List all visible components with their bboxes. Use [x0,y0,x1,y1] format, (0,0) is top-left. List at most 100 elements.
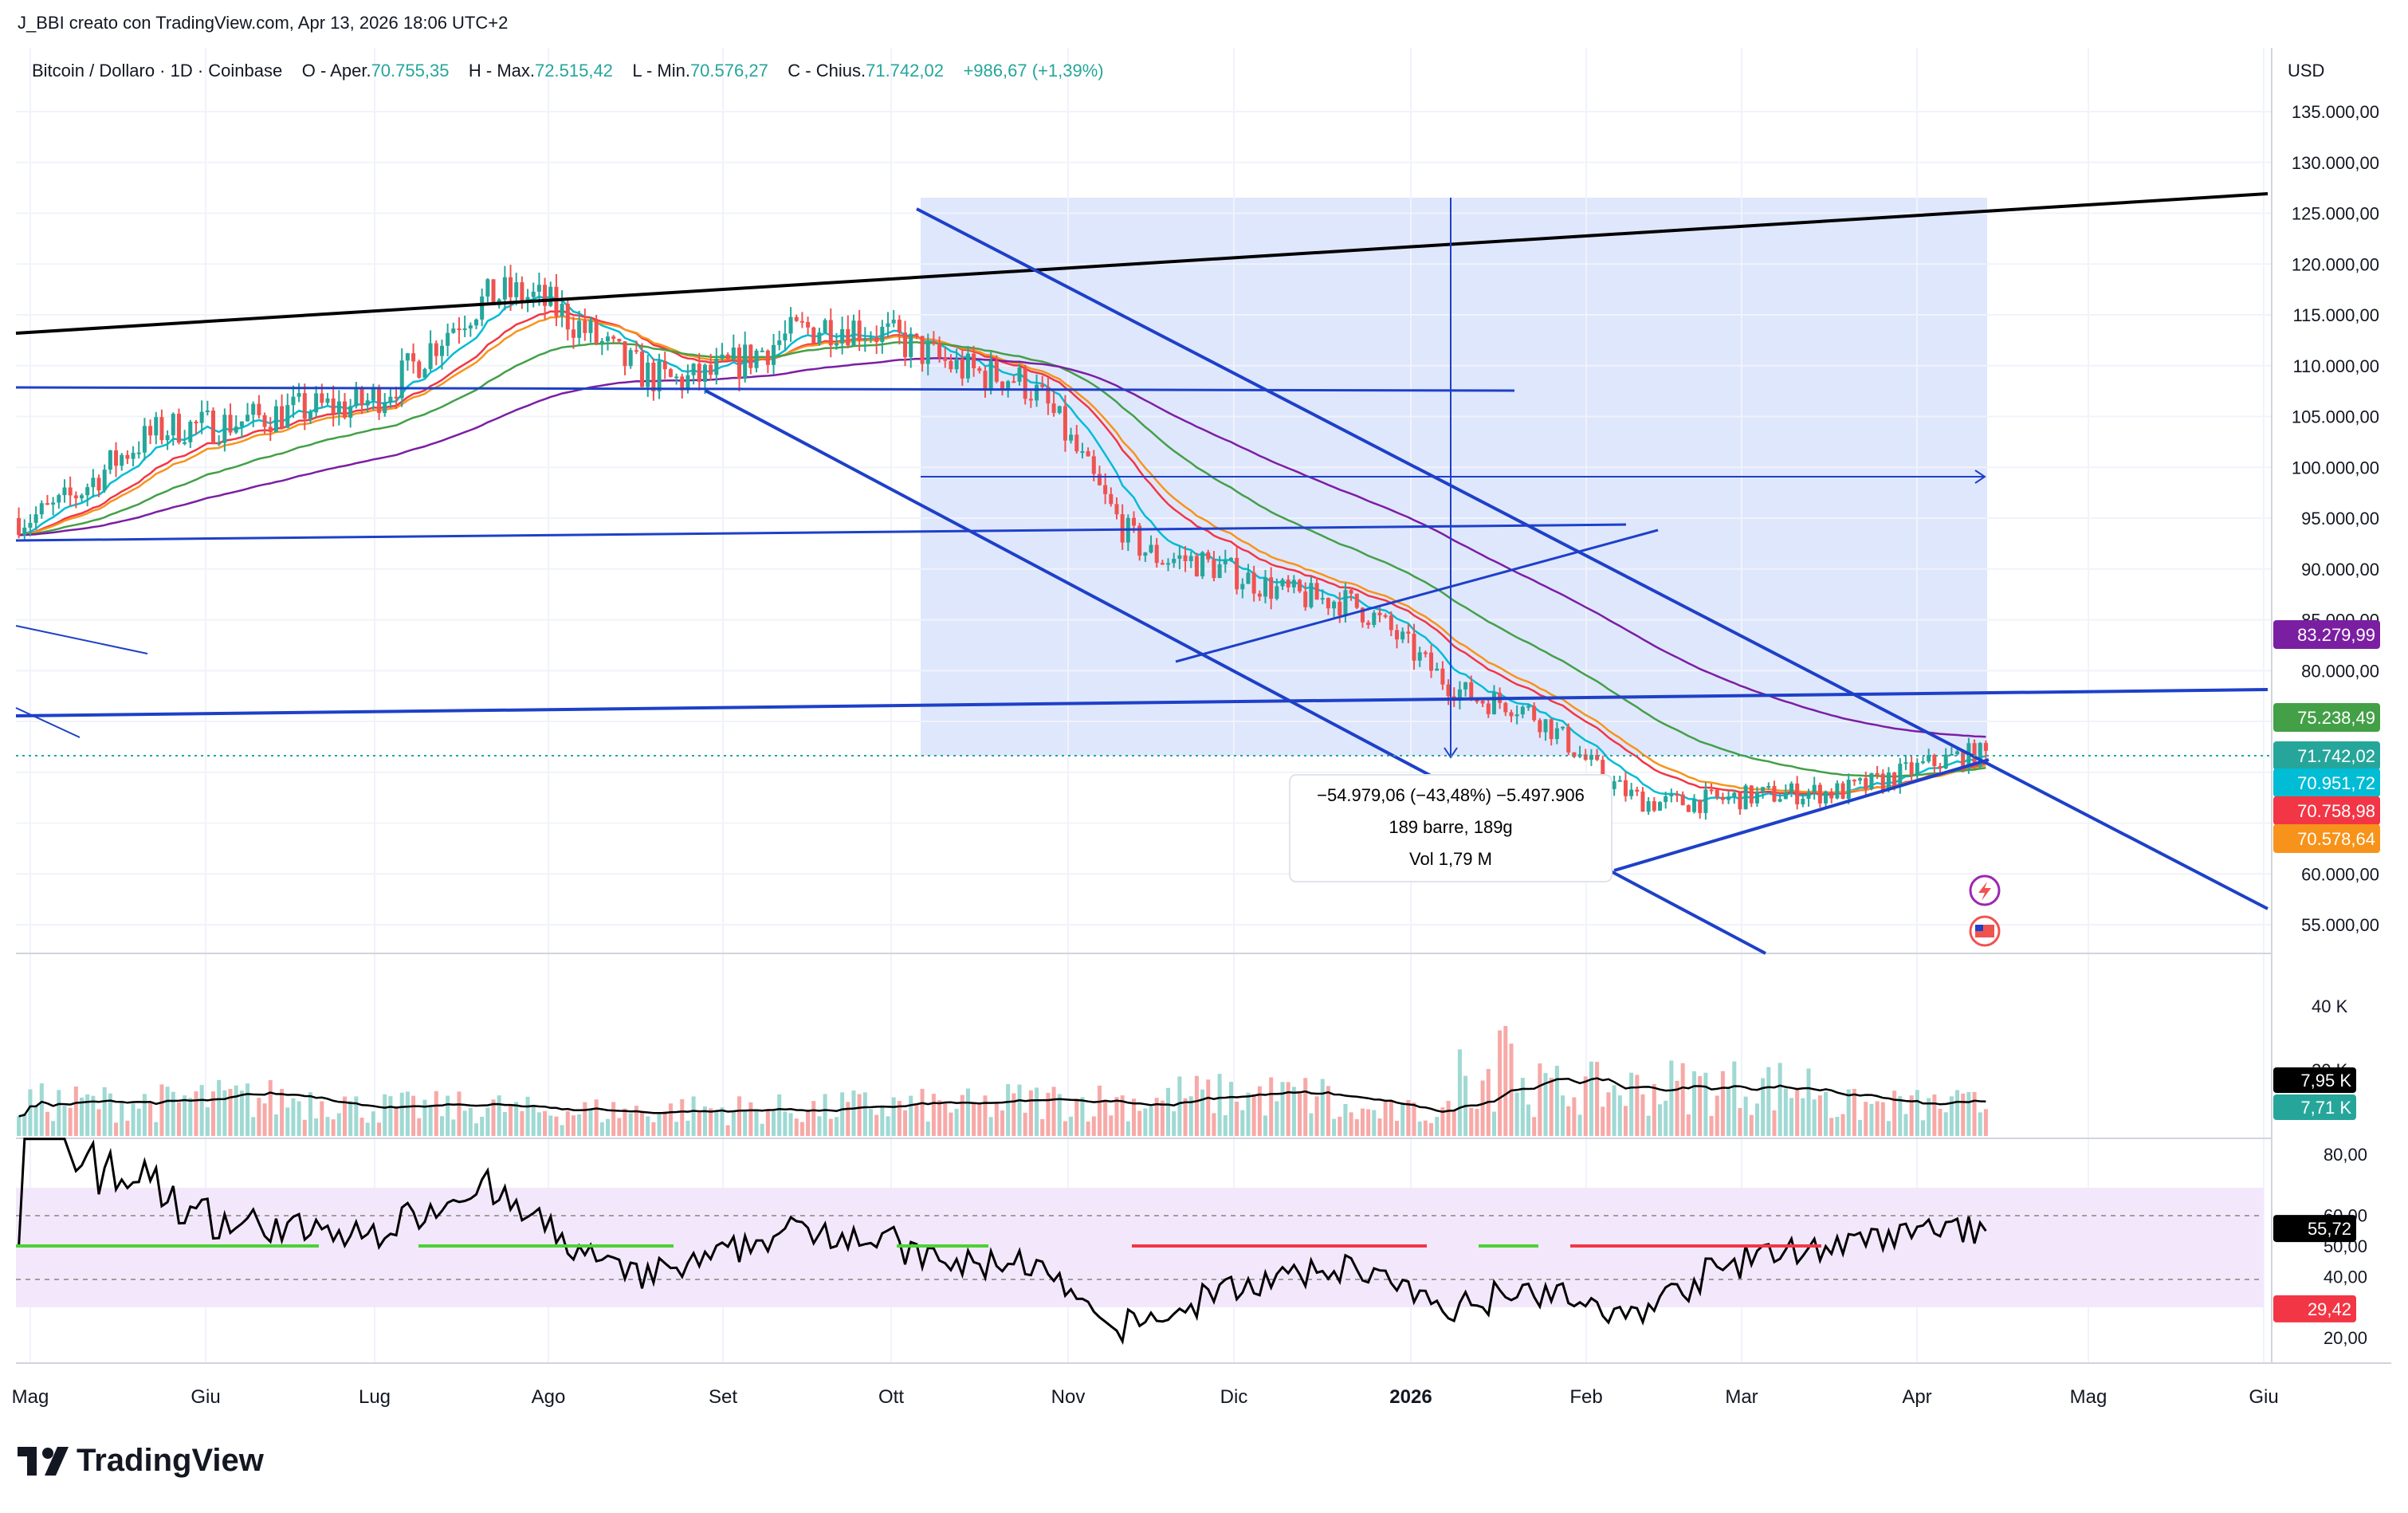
volume-bar [840,1092,845,1136]
volume-axis: 40 K20 K7,95 K7,71 K [2273,996,2356,1120]
volume-bar [194,1091,198,1136]
volume-bar [674,1122,679,1136]
candle-body [1046,387,1051,404]
price-tick-label: 60.000,00 [2301,864,2379,884]
candle-body [1869,772,1874,790]
volume-bar [628,1113,633,1136]
candle-body [1664,796,1668,803]
candle-body [817,332,822,344]
volume-bar [1858,1119,1863,1136]
volume-bar [1314,1096,1319,1136]
close-value: 71.742,02 [866,61,944,81]
candle-body [1194,556,1199,577]
candle-body [280,406,285,428]
stub-line-1[interactable] [15,625,148,654]
volume-ma-line [18,1077,1986,1118]
volume-bar [1715,1095,1719,1136]
volume-bar [548,1115,553,1136]
volume-bar [394,1106,399,1136]
candle-body [577,320,582,338]
volume-bar [62,1106,67,1136]
price-tag [2273,824,2380,853]
candle-body [1320,598,1325,600]
volume-bar [1343,1103,1348,1136]
volume-bar [228,1088,233,1136]
time-axis[interactable]: Mag Giu Lug Ago Set Ott Nov Dic 2026 Feb Mar Apr Mag… [12,1386,2279,1408]
event-icons[interactable] [1969,874,2001,947]
candle-body [183,442,187,444]
candle-body [17,518,22,536]
triangle-lower-line[interactable] [1613,758,1990,872]
candle-body [336,401,341,414]
stub-line-2[interactable] [15,707,81,738]
volume-bar [1652,1083,1656,1136]
price-tag [2273,768,2380,797]
candle-body [765,350,770,365]
volume-bar [725,1125,730,1136]
candle-body [1566,726,1571,753]
candle-body [371,388,375,401]
volume-bar [1235,1101,1239,1136]
wedge-lower-line[interactable] [1175,529,1659,663]
candle-body [1269,577,1274,599]
volume-bar [1795,1087,1800,1136]
candle-body [1572,752,1577,757]
volume-bar [1664,1100,1668,1136]
candle-body [365,400,370,406]
candle-body [1303,591,1308,607]
channel-upper-line[interactable] [916,207,2269,910]
volume-bar [1726,1087,1731,1136]
volume-bar [1377,1118,1382,1136]
volume-bar [1131,1098,1137,1136]
volume-bar [79,1097,84,1136]
volume-bar [1875,1101,1880,1136]
volume-bar [1949,1096,1954,1136]
candle-body [1035,384,1039,401]
volume-bar [108,1093,112,1136]
currency-label[interactable]: USD [2288,61,2325,81]
volume-bar [560,1125,564,1136]
candle-body [960,359,964,379]
candle-body [1103,485,1108,494]
candle-body [668,369,673,377]
volume-bar [1251,1094,1256,1136]
candle-body [514,282,519,297]
trendlines[interactable] [15,192,2269,955]
candle-body [91,477,96,488]
candle-body [1097,474,1102,485]
candle-body [1028,399,1033,401]
volume-bar [1103,1099,1108,1136]
volume-bar [691,1096,696,1136]
volume-bar [1194,1075,1199,1136]
candle-body [828,320,833,346]
volume-bar [142,1094,147,1136]
horizontal-line-78k[interactable] [15,688,2269,717]
price-tag-label: 70.951,72 [2297,773,2375,793]
candle-body [903,332,908,357]
ohlc-legend[interactable]: Bitcoin / Dollaro · 1D · Coinbase O - Ap… [32,61,1104,81]
volume-bar [988,1117,993,1136]
candle-body [1406,631,1411,634]
candle-body [457,328,462,331]
volume-bar [731,1111,736,1136]
candle-body [691,364,696,375]
volume-bar [891,1097,896,1136]
candle-body [1623,780,1628,796]
upper-resistance-line[interactable] [15,192,2269,335]
horizontal-line-93k[interactable] [15,523,1627,542]
volume-bar [1309,1113,1314,1136]
volume-bar [1200,1089,1205,1136]
price-axis[interactable]: 135.000,00 130.000,00 125.000,00 120.000,00… [2273,102,2380,935]
volume-bar [314,1118,319,1136]
volume-bar [171,1091,175,1136]
candle-body [1291,580,1296,588]
candle-body [1538,720,1542,733]
symbol-title[interactable]: Bitcoin / Dollaro · 1D · Coinbase [32,61,283,81]
volume-bar [668,1103,673,1136]
candle-body [834,343,839,346]
volume-bar [1955,1090,1960,1136]
volume-bar [1983,1109,1988,1136]
candle-body [96,477,101,491]
volume-bar [176,1102,181,1136]
